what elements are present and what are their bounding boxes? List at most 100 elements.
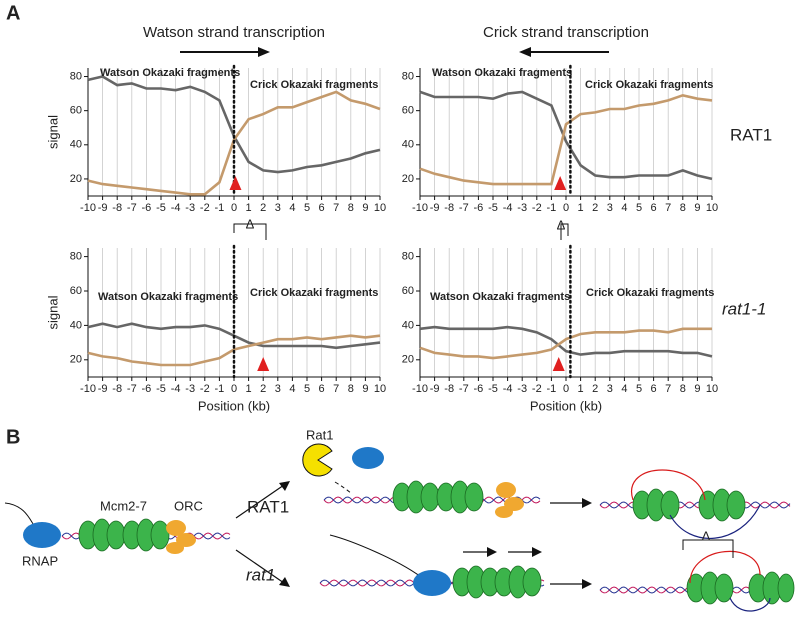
- x-tick-label: 10: [706, 383, 718, 395]
- series-line: [419, 93, 713, 186]
- y-tick-label: 80: [70, 251, 82, 263]
- x-tick-label: 1: [578, 383, 584, 395]
- x-tick-label: 9: [694, 383, 700, 395]
- x-tick-label: 7: [333, 202, 339, 214]
- x-tick-label: 8: [680, 202, 686, 214]
- x-tick-label: -3: [517, 383, 527, 395]
- x-tick-label: 7: [333, 383, 339, 395]
- x-tick-label: -6: [142, 383, 152, 395]
- dna-strand: [599, 501, 791, 509]
- x-tick-label: 1: [246, 383, 252, 395]
- x-tick-label: -8: [112, 202, 122, 214]
- row-label: RAT1: [730, 125, 772, 144]
- peak-marker: [552, 357, 565, 371]
- series-line: [419, 90, 713, 181]
- panel-label: A: [6, 2, 20, 24]
- x-tick-label: 0: [563, 202, 569, 214]
- x-tick-label: 5: [636, 383, 642, 395]
- y-tick-label: 20: [70, 354, 82, 366]
- x-tick-label: -10: [80, 383, 96, 395]
- x-tick-label: -6: [474, 383, 484, 395]
- x-tick-label: 3: [607, 202, 613, 214]
- series-label: Crick Okazaki fragments: [250, 287, 378, 299]
- x-tick-label: -5: [488, 383, 498, 395]
- x-tick-label: 7: [665, 383, 671, 395]
- x-tick-label: -9: [98, 202, 108, 214]
- diagram-label: rat1: [246, 565, 275, 584]
- y-tick-label: 20: [402, 173, 414, 185]
- x-tick-label: -10: [80, 202, 96, 214]
- x-tick-label: -7: [459, 202, 469, 214]
- x-tick-label: 6: [651, 383, 657, 395]
- x-tick-label: 6: [319, 383, 325, 395]
- x-axis-label: Position (kb): [530, 398, 602, 413]
- x-tick-label: -1: [547, 202, 557, 214]
- x-tick-label: -2: [532, 202, 542, 214]
- x-tick-label: -5: [156, 202, 166, 214]
- y-tick-label: 80: [402, 251, 414, 263]
- y-tick-label: 60: [402, 105, 414, 117]
- chart-title: Crick strand transcription: [483, 24, 649, 41]
- x-tick-label: -9: [430, 202, 440, 214]
- series-label: Watson Okazaki fragments: [100, 67, 240, 79]
- x-tick-label: 5: [304, 202, 310, 214]
- x-tick-label: 2: [592, 202, 598, 214]
- y-tick-label: 20: [402, 354, 414, 366]
- x-tick-label: -4: [171, 202, 181, 214]
- direction-arrows: [180, 47, 609, 57]
- series-line: [87, 334, 381, 367]
- x-tick-label: 8: [348, 383, 354, 395]
- diagram-label: ORC: [174, 498, 203, 513]
- series-line: [419, 327, 712, 360]
- x-tick-label: 4: [621, 202, 627, 214]
- x-tick-label: -1: [215, 202, 225, 214]
- x-tick-label: -1: [547, 383, 557, 395]
- x-tick-label: 10: [374, 383, 386, 395]
- panel-label: B: [6, 426, 20, 448]
- x-tick-label: -8: [444, 383, 454, 395]
- x-tick-label: 4: [621, 383, 627, 395]
- x-tick-label: 3: [275, 383, 281, 395]
- series-label: Watson Okazaki fragments: [432, 67, 572, 79]
- x-tick-label: -1: [215, 383, 225, 395]
- y-tick-label: 40: [402, 139, 414, 151]
- x-tick-label: -10: [412, 202, 428, 214]
- x-tick-label: 9: [362, 383, 368, 395]
- diagram-label: RAT1: [247, 497, 289, 516]
- x-tick-label: -7: [459, 383, 469, 395]
- x-tick-label: 0: [231, 202, 237, 214]
- series-line: [419, 325, 713, 358]
- x-tick-label: 2: [260, 202, 266, 214]
- delta-bracket: [233, 223, 569, 240]
- y-tick-label: 60: [70, 105, 82, 117]
- x-tick-label: -4: [503, 202, 513, 214]
- peak-marker: [554, 176, 567, 190]
- x-tick-label: -6: [142, 202, 152, 214]
- delta: Δ: [246, 216, 255, 231]
- series-label: Crick Okazaki fragments: [586, 287, 714, 299]
- x-tick-label: 4: [289, 202, 295, 214]
- x-tick-label: -2: [200, 202, 210, 214]
- series-label: Crick Okazaki fragments: [250, 79, 378, 91]
- y-tick-label: 40: [70, 319, 82, 331]
- y-tick-label: 80: [402, 70, 414, 82]
- diagram: [4, 443, 795, 612]
- x-tick-label: -5: [488, 202, 498, 214]
- x-tick-label: 10: [374, 202, 386, 214]
- x-tick-label: 3: [275, 202, 281, 214]
- x-tick-label: -9: [98, 383, 108, 395]
- x-tick-label: -3: [185, 383, 195, 395]
- x-tick-label: -6: [474, 202, 484, 214]
- x-tick-label: 2: [592, 383, 598, 395]
- x-tick-label: -4: [503, 383, 513, 395]
- y-tick-label: 20: [70, 173, 82, 185]
- delta: Δ: [702, 528, 711, 543]
- series-label: Crick Okazaki fragments: [585, 79, 713, 91]
- diagram-label: Rat1: [306, 427, 333, 442]
- series-line: [87, 90, 381, 196]
- chart-title: Watson strand transcription: [143, 24, 325, 41]
- x-tick-label: 6: [651, 202, 657, 214]
- x-tick-label: 10: [706, 202, 718, 214]
- y-tick-label: 80: [70, 70, 82, 82]
